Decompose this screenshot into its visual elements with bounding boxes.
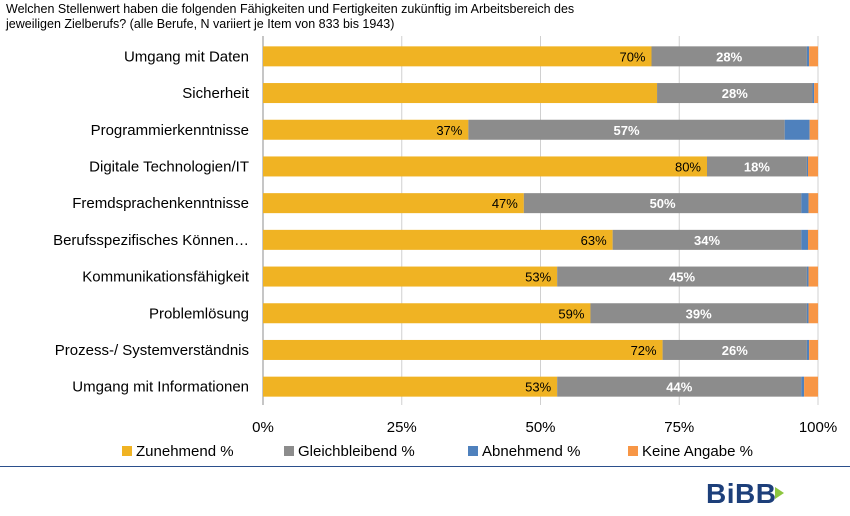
bar-segment [263, 229, 613, 250]
bar-segment [523, 193, 802, 214]
chart-title: Welchen Stellenwert haben die folgenden … [6, 2, 726, 32]
data-label: 45% [669, 270, 695, 285]
bar-segment [806, 303, 809, 324]
data-label: 28% [722, 86, 748, 101]
bar-segment [784, 119, 810, 140]
bar-segment [263, 83, 658, 104]
legend-label: Zunehmend % [136, 443, 234, 460]
legend-swatch [122, 446, 132, 456]
bar-segment [263, 376, 558, 397]
bar-segment [809, 119, 818, 140]
category-label: Umgang mit Daten [124, 48, 249, 65]
bar-segment [801, 193, 809, 214]
bar-segment [657, 83, 813, 104]
bar-segment [662, 339, 807, 360]
category-label: Problemlösung [149, 305, 249, 322]
data-label: 57% [614, 123, 640, 138]
legend-swatch [628, 446, 638, 456]
x-tick-label: 100% [799, 419, 837, 436]
bar-segment [812, 83, 815, 104]
data-label: 53% [525, 270, 551, 285]
data-label: 37% [436, 123, 462, 138]
bar-segment [263, 193, 524, 214]
category-label: Berufsspezifisches Können… [53, 232, 249, 249]
bar-segment [557, 376, 802, 397]
data-label: 72% [631, 343, 657, 358]
data-label: 39% [686, 306, 712, 321]
data-label: 34% [694, 233, 720, 248]
bar-segment [808, 193, 818, 214]
chart-title-line-1: Welchen Stellenwert haben die folgenden … [6, 2, 575, 16]
bar-segment [806, 266, 809, 287]
bibb-logo-arrow-icon [775, 487, 784, 499]
bar-segment [263, 46, 652, 67]
bar-segment [801, 229, 809, 250]
bar-segment [263, 303, 591, 324]
bar-segment [801, 376, 805, 397]
bar-segment [808, 303, 818, 324]
bar-segment [612, 229, 802, 250]
data-label: 28% [716, 49, 742, 64]
category-label: Digitale Technologien/IT [89, 158, 249, 175]
category-label: Kommunikationsfähigkeit [82, 269, 250, 286]
bar-segment [468, 119, 785, 140]
bar-segment [809, 46, 818, 67]
bar-segment [808, 229, 818, 250]
legend-label: Keine Angabe % [642, 443, 753, 460]
bar-segment [263, 339, 663, 360]
bar-segment [804, 376, 818, 397]
bar-segment [590, 303, 807, 324]
bar-segment [806, 339, 810, 360]
data-label: 44% [666, 380, 692, 395]
chart-title-line-2: jeweiligen Zielberufs? (alle Berufe, N v… [6, 17, 395, 31]
category-label: Sicherheit [182, 85, 250, 102]
x-tick-label: 0% [252, 419, 274, 436]
bar-segment [651, 46, 807, 67]
data-label: 53% [525, 380, 551, 395]
bar-segment [557, 266, 807, 287]
data-label: 70% [619, 49, 645, 64]
legend-swatch [468, 446, 478, 456]
data-label: 63% [581, 233, 607, 248]
bibb-logo: BiBB [706, 478, 777, 509]
category-label: Fremdsprachenkenntnisse [72, 195, 249, 212]
bar-segment [809, 339, 818, 360]
bar-segment [707, 156, 807, 177]
category-label: Programmierkenntnisse [91, 122, 249, 139]
footer-divider [0, 466, 850, 467]
data-label: 26% [722, 343, 748, 358]
stacked-bar-chart: 0% 25% 50% 75% 100% Umgang mit Daten 70% 28% Sic… [53, 36, 837, 460]
bar-segment [808, 156, 818, 177]
bar-segment [263, 266, 558, 287]
data-label: 47% [492, 196, 518, 211]
data-label: 50% [650, 196, 676, 211]
data-label: 80% [675, 159, 701, 174]
category-label: Prozess-/ Systemverständnis [55, 342, 249, 359]
legend-swatch [284, 446, 294, 456]
bar-segment [814, 83, 818, 104]
legend-label: Abnehmend % [482, 443, 580, 460]
legend-label: Gleichbleibend % [298, 443, 415, 460]
bar-segment [263, 156, 707, 177]
category-label: Umgang mit Informationen [72, 379, 249, 396]
bar-segment [808, 266, 818, 287]
data-label: 59% [558, 306, 584, 321]
data-label: 18% [744, 159, 770, 174]
bar-segment [806, 46, 810, 67]
x-tick-label: 25% [387, 419, 417, 436]
bar-segment [263, 119, 469, 140]
x-tick-label: 50% [525, 419, 555, 436]
x-tick-label: 75% [664, 419, 694, 436]
bar-segment [806, 156, 809, 177]
